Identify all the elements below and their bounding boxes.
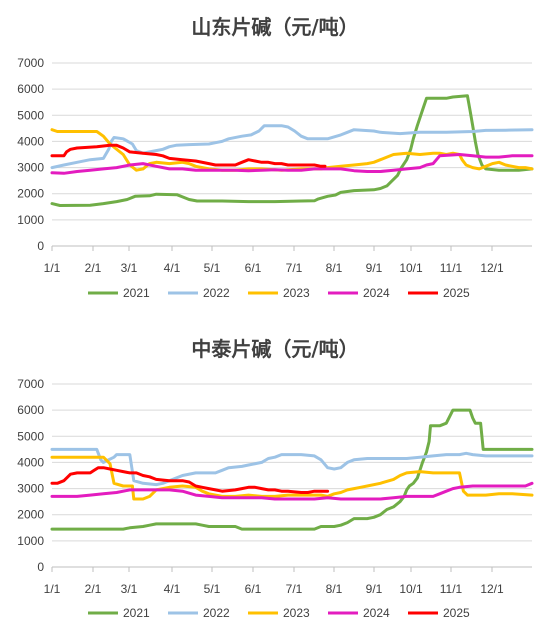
- x-tick-label: 2/1: [85, 582, 102, 596]
- y-tick-label: 6000: [17, 82, 44, 96]
- x-tick-label: 10/1: [399, 582, 423, 596]
- legend-label-2025: 2025: [443, 606, 470, 620]
- y-tick-label: 7000: [17, 377, 44, 391]
- legend-label-2023: 2023: [283, 286, 310, 300]
- y-tick-label: 2000: [17, 508, 44, 522]
- x-tick-label: 1/1: [44, 261, 61, 275]
- series-line-2024: [50, 153, 534, 175]
- y-tick-label: 0: [37, 239, 44, 253]
- x-tick-label: 8/1: [326, 261, 343, 275]
- series-line-2024: [50, 481, 534, 501]
- legend-label-2021: 2021: [123, 286, 150, 300]
- x-tick-label: 9/1: [366, 261, 383, 275]
- y-tick-label: 7000: [17, 56, 44, 70]
- legend-label-2022: 2022: [203, 606, 230, 620]
- x-tick-label: 1/1: [44, 582, 61, 596]
- y-tick-label: 5000: [17, 108, 44, 122]
- series-line-2025: [50, 143, 327, 168]
- x-tick-label: 8/1: [326, 582, 343, 596]
- series-line-2022: [50, 124, 534, 170]
- x-tick-label: 5/1: [204, 582, 221, 596]
- x-tick-label: 11/1: [440, 261, 463, 275]
- chart-title: 中泰片碱（元/吨）: [191, 337, 358, 361]
- series-line-2021: [50, 408, 534, 531]
- legend-label-2024: 2024: [363, 606, 390, 620]
- y-tick-label: 4000: [17, 455, 44, 469]
- legend-label-2025: 2025: [443, 286, 470, 300]
- y-tick-label: 4000: [17, 134, 44, 148]
- series-line-2023: [50, 128, 534, 172]
- x-tick-label: 7/1: [286, 261, 303, 275]
- series-line-2025: [50, 466, 330, 494]
- legend-label-2022: 2022: [203, 286, 230, 300]
- y-tick-label: 2000: [17, 187, 44, 201]
- x-tick-label: 3/1: [121, 261, 138, 275]
- x-tick-label: 7/1: [286, 582, 303, 596]
- y-tick-label: 5000: [17, 429, 44, 443]
- y-tick-label: 3000: [17, 161, 44, 175]
- series-line-2022: [50, 447, 534, 487]
- y-tick-label: 6000: [17, 403, 44, 417]
- x-tick-label: 3/1: [121, 582, 138, 596]
- x-tick-label: 12/1: [480, 582, 504, 596]
- y-tick-label: 0: [37, 560, 44, 574]
- y-tick-label: 3000: [17, 482, 44, 496]
- y-tick-label: 1000: [17, 534, 44, 548]
- x-tick-label: 9/1: [366, 582, 383, 596]
- x-tick-label: 10/1: [399, 261, 423, 275]
- series-line-2023: [50, 455, 534, 501]
- y-tick-label: 1000: [17, 213, 44, 227]
- legend-label-2021: 2021: [123, 606, 150, 620]
- x-tick-label: 4/1: [164, 582, 181, 596]
- legend-label-2023: 2023: [283, 606, 310, 620]
- x-tick-label: 6/1: [245, 261, 262, 275]
- chart-title: 山东片碱（元/吨）: [191, 15, 358, 39]
- legend-label-2024: 2024: [363, 286, 390, 300]
- x-tick-label: 5/1: [204, 261, 221, 275]
- x-tick-label: 11/1: [440, 582, 463, 596]
- series-line-2021: [50, 94, 534, 207]
- x-tick-label: 4/1: [164, 261, 181, 275]
- x-tick-label: 6/1: [245, 582, 262, 596]
- x-tick-label: 12/1: [480, 261, 504, 275]
- x-tick-label: 2/1: [85, 261, 102, 275]
